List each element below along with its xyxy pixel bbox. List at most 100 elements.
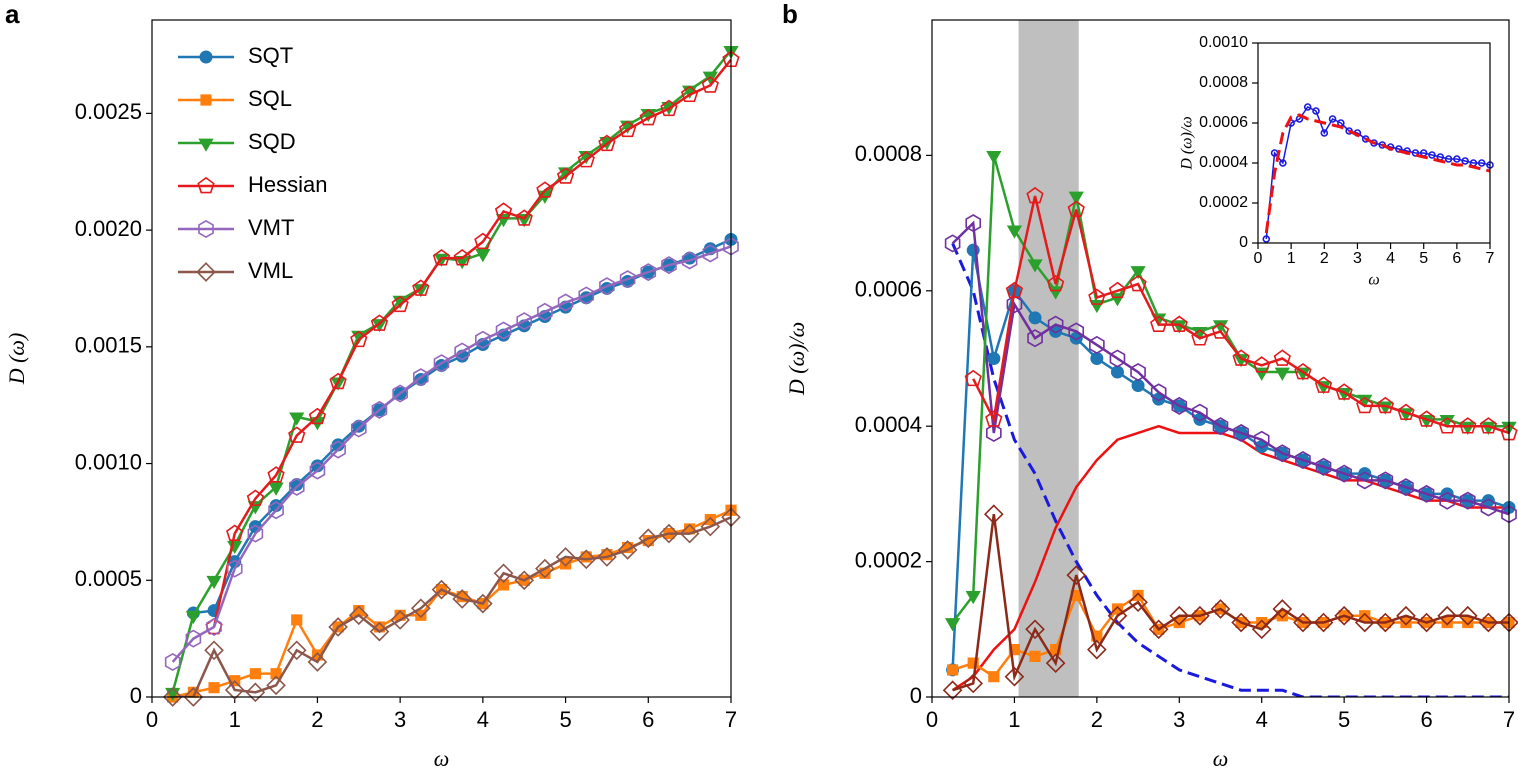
marker [1148,619,1169,640]
marker [1398,478,1414,497]
x-tick-label: 5 [1419,250,1428,267]
marker [1428,151,1436,159]
marker [185,610,201,625]
x-tick-label: 1 [1287,250,1296,267]
marker [1459,491,1476,510]
marker [1047,315,1064,334]
shaded-region [1018,20,1079,697]
marker [1295,451,1311,470]
marker [350,330,368,348]
marker [1191,329,1209,346]
marker [226,559,243,578]
marker [1132,589,1144,602]
marker [1328,115,1337,123]
x-tick-label: 1 [229,707,241,732]
marker [1253,430,1270,449]
marker [1441,616,1453,629]
x-tick-label: 3 [394,707,406,732]
marker [371,400,388,419]
marker [1313,612,1334,633]
marker [537,302,553,321]
x-tick-label: 3 [1353,250,1362,267]
panel: 0 1 2 3 4 5 6 7 0 0.0002 0.0004 0.0006 0.0008 ω D (ω)/… [782,0,1518,771]
marker [638,528,659,549]
marker [640,263,657,282]
marker [599,277,615,296]
marker [576,549,597,570]
marker [1128,592,1148,613]
marker [431,579,452,600]
y-tick-label: 0 [1239,234,1248,251]
marker [268,501,284,520]
marker [1461,157,1469,165]
y-tick-label: 0.0006 [1199,114,1248,131]
marker [1110,365,1124,379]
marker [1462,616,1474,629]
legend-marker [198,219,214,239]
marker [1025,619,1045,640]
legend-label: VMT [248,215,294,240]
marker [947,664,959,676]
marker [1046,274,1065,292]
marker [204,640,224,661]
legend-label: SQL [248,86,292,111]
marker [704,513,716,526]
marker [985,410,1003,427]
y-tick-label: 0.0008 [1199,74,1248,91]
marker [1354,612,1375,633]
marker [1315,457,1332,476]
marker [391,295,409,313]
x-tick-label: 5 [1338,707,1350,732]
marker [1416,612,1437,633]
marker [390,610,410,630]
marker [1303,103,1312,111]
marker [1437,605,1458,626]
marker [1108,281,1127,299]
marker [1068,322,1085,341]
marker [206,617,222,636]
marker [619,270,636,289]
marker [1192,403,1208,422]
marker [1251,619,1272,640]
x-tick-label: 7 [1503,707,1515,732]
x-axis-label: ω [434,746,450,771]
marker [516,312,533,331]
x-tick-label: 6 [642,707,654,732]
marker [1233,423,1249,442]
marker [1272,599,1293,619]
marker [681,251,698,270]
marker [661,256,677,275]
marker [369,621,390,642]
marker [1279,159,1287,167]
marker [964,369,982,387]
marker [453,249,471,266]
marker [164,652,181,672]
marker [1334,605,1354,626]
marker [1314,376,1333,393]
marker [1457,605,1478,626]
marker [659,523,679,544]
marker [493,563,514,584]
marker [1130,363,1146,382]
axes-frame [931,19,1510,698]
marker [1004,666,1025,687]
marker [1273,349,1291,366]
x-tick-label: 2 [1091,707,1103,732]
marker [475,330,491,349]
marker [1067,200,1085,217]
marker [965,591,981,605]
marker [1320,129,1329,137]
marker [291,614,303,626]
marker [412,279,430,296]
legend-label: SQD [248,129,296,154]
marker [226,524,244,541]
marker [350,419,367,438]
marker [288,426,306,443]
marker [245,682,266,703]
x-tick-label: 5 [559,707,571,732]
marker [432,249,451,266]
marker [515,209,533,226]
marker [185,629,202,648]
marker [328,617,348,637]
marker [1417,410,1436,427]
